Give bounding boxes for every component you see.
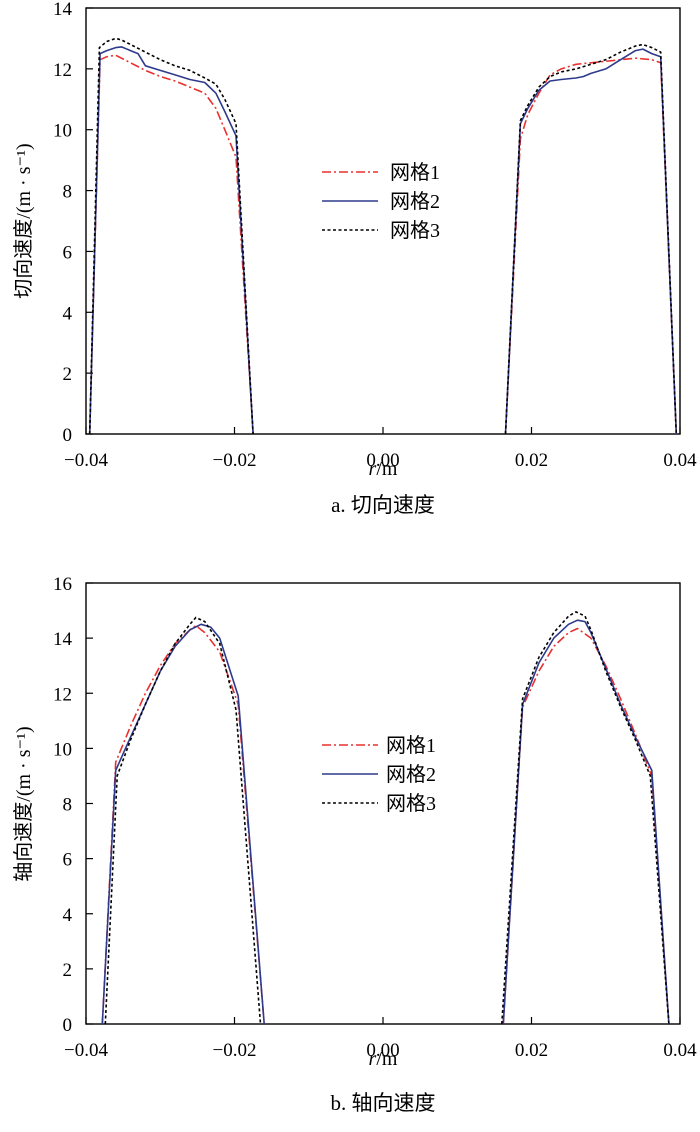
y-tick-label: 2 (63, 364, 73, 385)
y-tick-label: 12 (53, 684, 72, 705)
y-tick-label: 14 (53, 629, 73, 650)
series-line-grid1 (502, 627, 670, 1025)
tangential-velocity-chart: 0 2 4 6 8 10 12 14 −0.04 −0.02 0.00 0.02 0.04 切向速度/… (12, 0, 697, 517)
y-tick-label: 8 (63, 182, 73, 203)
y-tick-label: 4 (63, 303, 73, 324)
series-line-grid3 (88, 37, 254, 435)
series-line-grid1 (101, 624, 265, 1025)
y-tick-label: 4 (63, 905, 73, 926)
x-tick-label: −0.04 (64, 1040, 108, 1061)
x-axis-title: r/m (369, 1048, 398, 1070)
chart-caption: b. 轴向速度 (331, 1091, 436, 1115)
plot-frame (85, 582, 681, 1025)
y-tick-label: 2 (63, 960, 73, 981)
x-tick-label: −0.02 (213, 1040, 257, 1061)
chart-caption: a. 切向速度 (331, 493, 435, 517)
y-tick-label: 10 (53, 121, 72, 142)
legend-label-grid3: 网格3 (390, 219, 440, 242)
x-tick-label: 0.00 (366, 450, 399, 471)
x-tick-label: 0.02 (515, 1040, 548, 1061)
y-tick-label: 14 (53, 0, 73, 20)
x-axis-ticks: −0.04 −0.02 0.00 0.02 0.04 (64, 427, 697, 471)
x-tick-label: 0.04 (663, 1040, 697, 1061)
x-axis-title: r/m (369, 458, 398, 480)
y-tick-label: 10 (53, 739, 72, 760)
series-lines (88, 37, 678, 435)
series-line-grid3 (504, 43, 678, 435)
legend-label-grid1: 网格1 (386, 734, 436, 757)
y-tick-label: 6 (63, 850, 73, 871)
series-line-grid2 (88, 46, 254, 435)
series-line-grid3 (501, 611, 670, 1025)
legend-label-grid2: 网格2 (386, 763, 436, 786)
y-tick-label: 0 (63, 1015, 73, 1036)
x-tick-label: 0.02 (515, 450, 548, 471)
series-line-grid2 (101, 623, 265, 1025)
y-tick-label: 12 (53, 60, 72, 81)
x-tick-label: 0.00 (366, 1040, 399, 1061)
y-tick-label: 0 (63, 425, 73, 446)
y-tick-label: 8 (63, 795, 73, 816)
y-tick-label: 16 (53, 574, 72, 595)
legend-label-grid3: 网格3 (386, 792, 436, 815)
axial-velocity-chart: 0 2 4 6 8 10 12 14 16 −0.04 −0.02 0.00 0.02 0.04 轴向速… (12, 574, 697, 1115)
series-line-grid1 (88, 54, 254, 435)
x-tick-label: −0.02 (213, 450, 257, 471)
series-line-grid2 (504, 48, 678, 435)
plot-frame (85, 7, 681, 435)
legend-label-grid2: 网格2 (390, 190, 440, 213)
x-tick-label: −0.04 (64, 450, 108, 471)
series-lines (101, 611, 670, 1025)
series-line-grid1 (504, 57, 678, 435)
y-tick-label: 6 (63, 242, 73, 263)
x-tick-label: 0.04 (663, 450, 697, 471)
y-axis-title: 切向速度/(m · s⁻¹) (12, 143, 35, 298)
y-axis-title: 轴向速度/(m · s⁻¹) (12, 726, 35, 881)
y-axis-ticks: 0 2 4 6 8 10 12 14 16 (53, 574, 93, 1036)
legend-label-grid1: 网格1 (390, 161, 440, 184)
x-axis-ticks: −0.04 −0.02 0.00 0.02 0.04 (64, 1017, 697, 1061)
legend: 网格1 网格2 网格3 (322, 734, 436, 815)
y-axis-ticks: 0 2 4 6 8 10 12 14 (53, 0, 93, 446)
series-line-grid2 (502, 619, 670, 1025)
series-line-grid3 (104, 616, 262, 1025)
legend: 网格1 网格2 网格3 (322, 161, 440, 242)
